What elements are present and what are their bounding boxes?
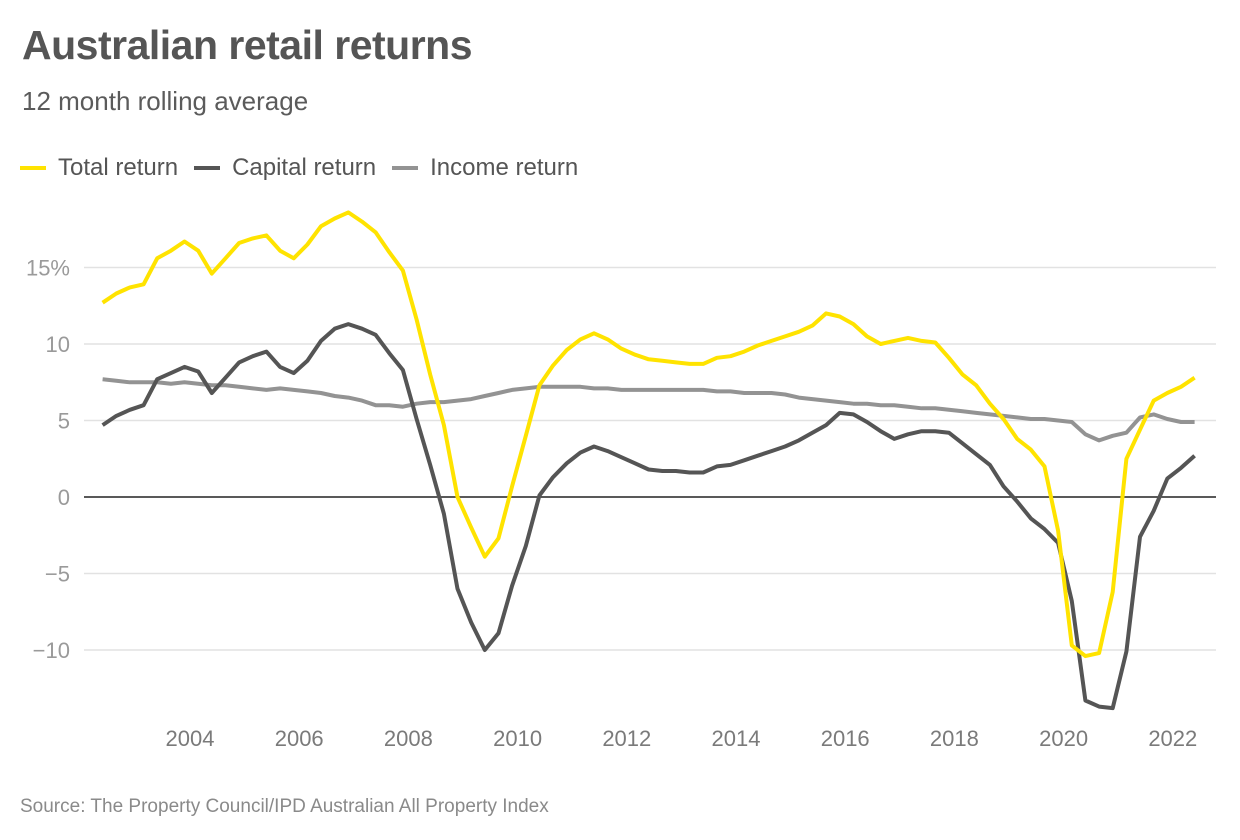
chart-subtitle: 12 month rolling average (22, 86, 309, 116)
y-tick-label: 10 (46, 332, 70, 357)
x-axis-ticks: 2004 2006 2008 2010 2012 2014 2016 2018 2020 2022 (166, 726, 1198, 751)
x-tick-label: 2006 (275, 726, 324, 751)
line-chart: 15% 10 5 0 −5 −10 2004 2006 2008 2010 2012 2014 201… (26, 210, 1216, 751)
x-tick-label: 2020 (1039, 726, 1088, 751)
legend-swatch-income-return (392, 166, 419, 170)
source-note: Source: The Property Council/IPD Austral… (20, 796, 549, 817)
legend-label-income-return: Income return (430, 154, 579, 181)
series-line-income-return (102, 377, 1195, 443)
chart-title: Australian retail returns (22, 22, 473, 68)
legend-swatch-total-return (20, 166, 46, 170)
x-tick-label: 2004 (166, 726, 215, 751)
legend: Total return Capital return Income retur… (20, 154, 594, 182)
y-tick-label: 15% (26, 256, 70, 281)
y-tick-label: 0 (58, 485, 70, 510)
x-tick-label: 2018 (930, 726, 979, 751)
legend-item-capital-return: Capital return (194, 154, 376, 182)
x-tick-label: 2008 (384, 726, 433, 751)
y-tick-label: −5 (45, 562, 70, 587)
series-line-capital-return (101, 322, 1196, 711)
x-tick-label: 2012 (602, 726, 651, 751)
y-axis-ticks: 15% 10 5 0 −5 −10 (26, 256, 70, 664)
x-tick-label: 2022 (1148, 726, 1197, 751)
gridlines (84, 266, 1216, 651)
x-tick-label: 2016 (821, 726, 870, 751)
x-tick-label: 2010 (493, 726, 542, 751)
legend-label-total-return: Total return (58, 154, 179, 181)
series-lines (101, 210, 1196, 711)
y-tick-label: −10 (33, 638, 70, 663)
legend-swatch-capital-return (194, 166, 221, 170)
legend-item-income-return: Income return (392, 154, 578, 182)
series-line-total-return (101, 210, 1196, 659)
legend-label-capital-return: Capital return (232, 154, 377, 181)
x-tick-label: 2014 (712, 726, 761, 751)
y-tick-label: 5 (58, 409, 70, 434)
legend-item-total-return: Total return (20, 154, 178, 182)
